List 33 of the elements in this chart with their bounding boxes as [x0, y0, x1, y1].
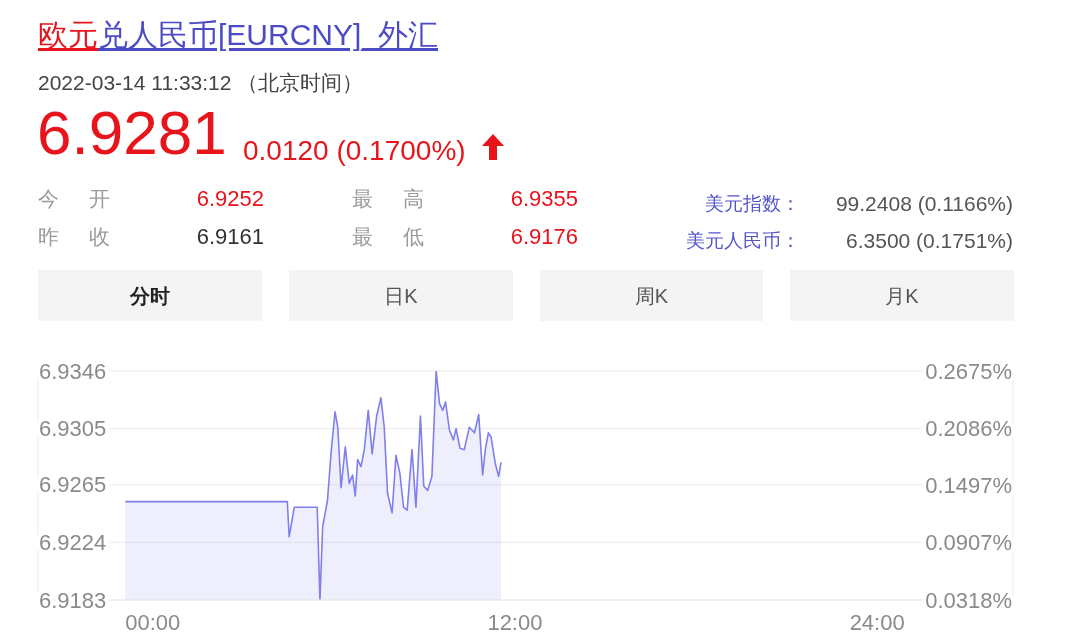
tab: 分时: [38, 270, 262, 321]
y-tick-label: 6.9265: [39, 472, 107, 498]
text: 0.0120 (0.1700%): [243, 134, 466, 168]
y-tick-label: 6.9224: [39, 529, 107, 555]
text: 6.9252: [196, 185, 264, 213]
text: 6.9176: [510, 223, 578, 251]
x-tick-label: 24:00: [849, 609, 905, 635]
text: 99.2408 (0.1166%): [835, 191, 1013, 217]
chart-title: 欧元兑人民币[EURCNY]_外汇: [38, 18, 439, 51]
y2-tick-label: 0.1497%: [925, 472, 1012, 498]
y-tick-label: 6.9346: [39, 358, 107, 384]
text: 今 开: [38, 186, 110, 212]
x-tick-label: 12:00: [487, 609, 543, 635]
text: 最 高: [352, 186, 424, 212]
text: 6.9355: [510, 185, 578, 213]
chart-subtitle: 2022-03-14 11:33:12 （北京时间）: [38, 70, 364, 96]
tab: 月K: [790, 270, 1014, 321]
y2-tick-label: 0.2086%: [925, 415, 1012, 441]
text: 最 低: [352, 224, 424, 250]
y2-tick-label: 0.0907%: [925, 530, 1012, 556]
text: 6.9161: [196, 223, 264, 251]
text: 6.9281: [37, 96, 227, 169]
text: 美元指数：: [705, 192, 800, 216]
y2-tick-label: 0.2675%: [925, 358, 1012, 384]
text: 6.3500 (0.1751%): [846, 228, 1013, 254]
tab: 日K: [289, 270, 513, 321]
y2-tick-label: 0.0318%: [925, 587, 1012, 613]
text: 美元人民币：: [686, 229, 800, 253]
y-tick-label: 6.9305: [39, 416, 107, 442]
x-tick-label: 00:00: [125, 609, 181, 635]
text: 昨 收: [38, 224, 110, 250]
y-tick-label: 6.9183: [39, 587, 107, 613]
tab: 周K: [540, 270, 763, 321]
